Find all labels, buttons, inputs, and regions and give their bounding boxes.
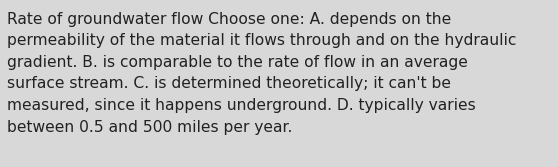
Text: Rate of groundwater flow Choose one: A. depends on the
permeability of the mater: Rate of groundwater flow Choose one: A. …: [7, 12, 517, 135]
